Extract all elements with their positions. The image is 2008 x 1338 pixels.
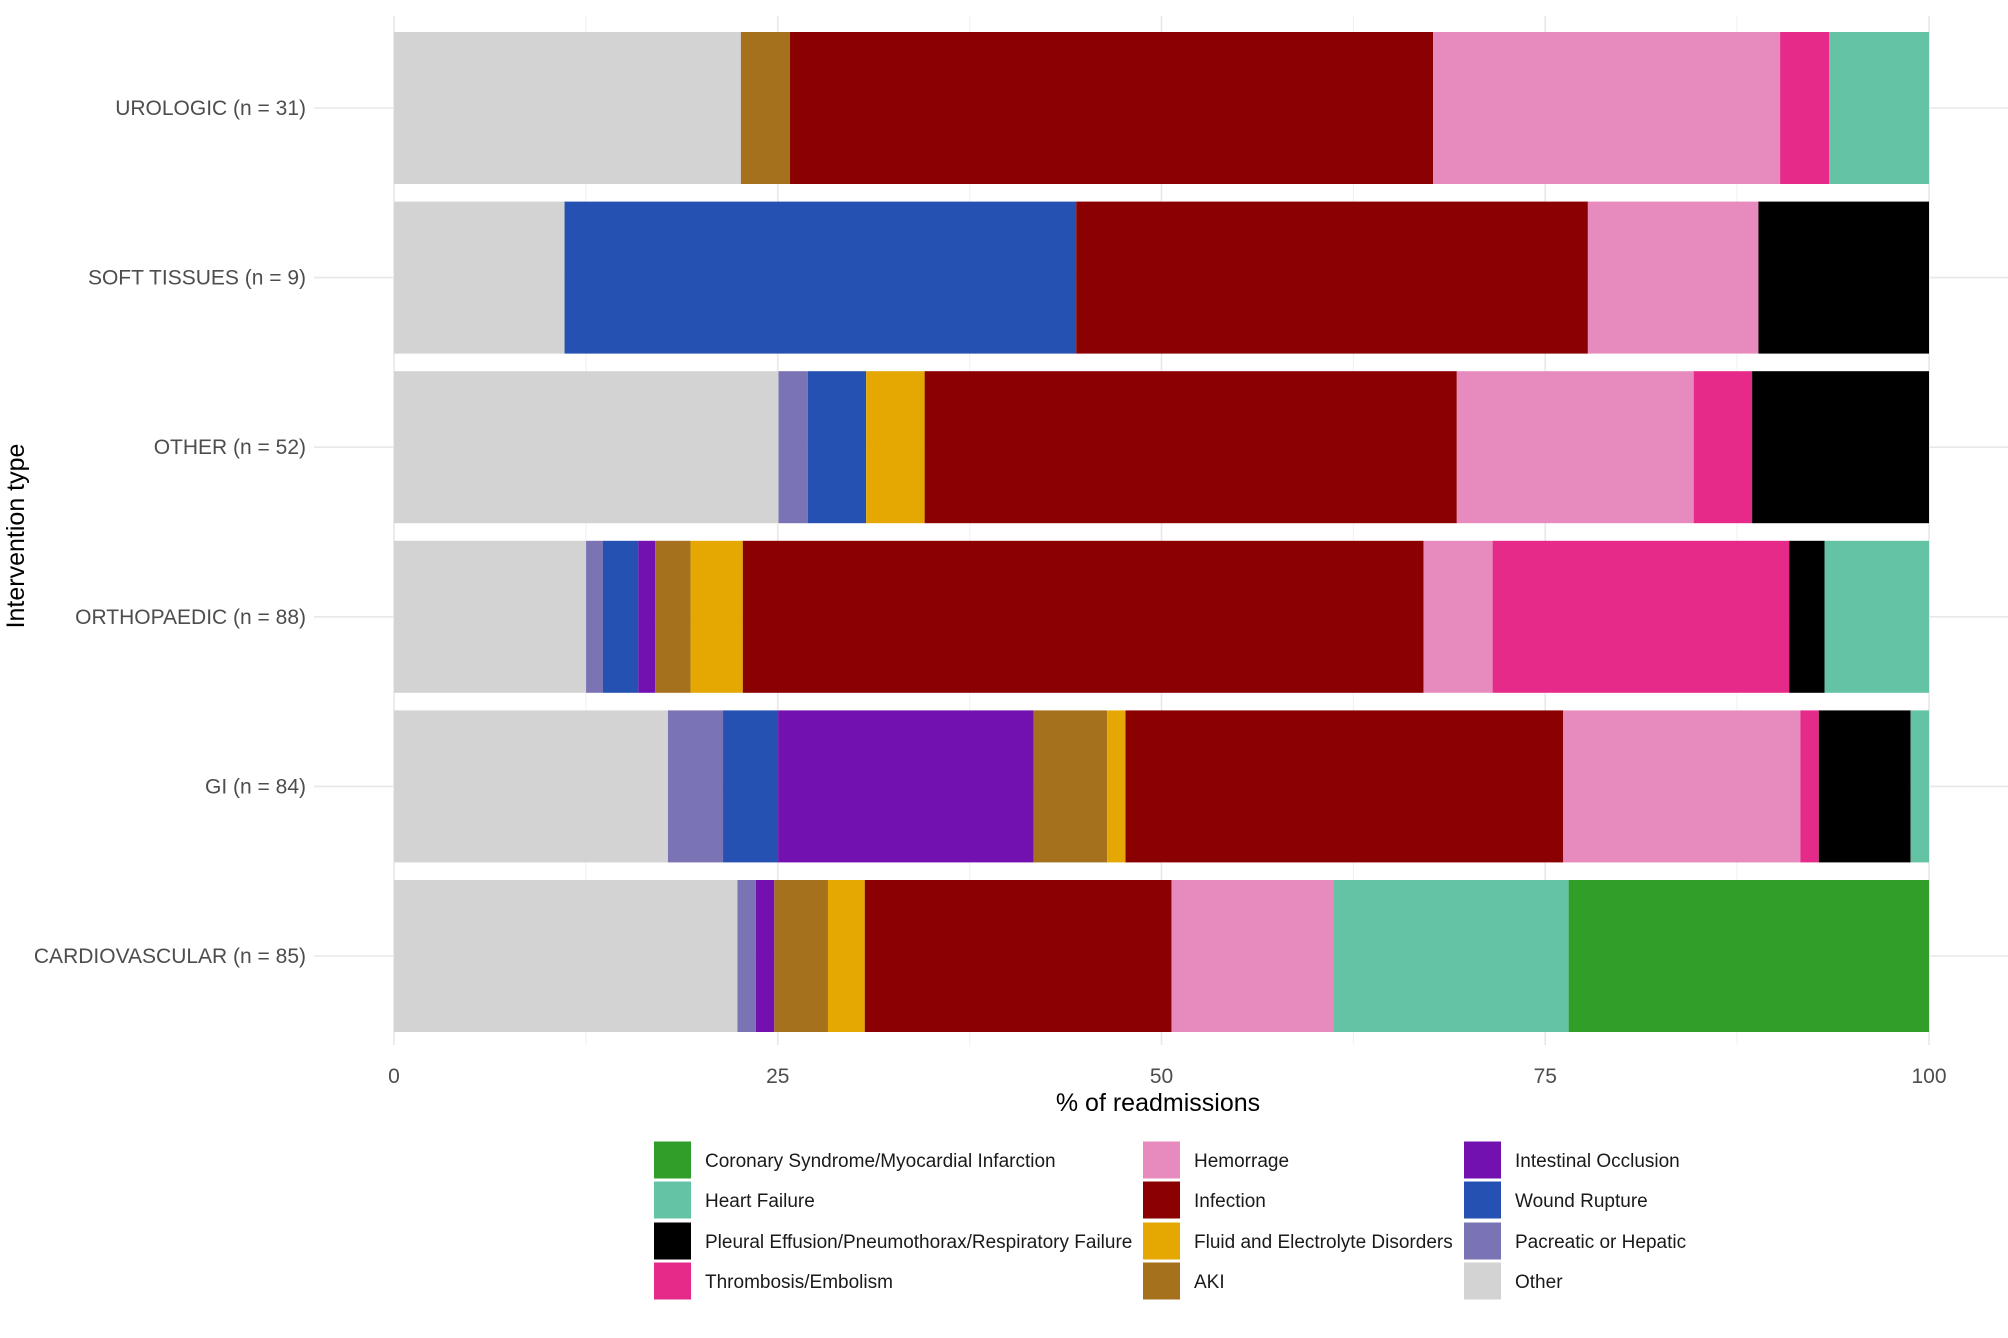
legend-swatch-heart-failure: [654, 1181, 691, 1219]
x-axis-title: % of readmissions: [1056, 1089, 1260, 1117]
legend-swatch-wound-rupture: [1464, 1181, 1501, 1219]
y-tick-label: UROLOGIC (n = 31): [115, 97, 306, 120]
bar-segment-aki: [655, 540, 691, 693]
x-tick-label: 50: [1150, 1065, 1173, 1088]
bar-segment-aki: [774, 880, 828, 1032]
bar-segment-other: [394, 201, 565, 354]
bar-segment-intestinal-occlusion: [755, 880, 775, 1032]
bar-segment-pacreatic-or-hepatic: [778, 371, 808, 524]
bar-segment-heart-failure: [1334, 880, 1569, 1032]
x-tick-label: 100: [1911, 1065, 1946, 1088]
bar-segment-fluid-and-electrolyte-disorders: [827, 880, 865, 1032]
bar-segment-heart-failure: [1910, 710, 1929, 863]
y-tick-label: CARDIOVASCULAR (n = 85): [34, 945, 306, 968]
bar-segment-pleural-effusion-pneumothorax-respiratory-failure: [1758, 201, 1929, 354]
bar-segment-pleural-effusion-pneumothorax-respiratory-failure: [1752, 371, 1929, 524]
bar-segment-other: [394, 32, 741, 184]
y-tick-label: SOFT TISSUES (n = 9): [88, 267, 306, 290]
legend-swatch-pleural-effusion-pneumothorax-respiratory-failure: [654, 1222, 691, 1260]
bar-segment-infection: [864, 880, 1172, 1032]
bar-segment-wound-rupture: [564, 201, 1077, 354]
bar-segment-aki: [740, 32, 791, 184]
bar-segment-intestinal-occlusion: [638, 540, 656, 693]
legend-label: AKI: [1194, 1272, 1225, 1293]
x-tick-label: 25: [766, 1065, 789, 1088]
legend-swatch-hemorrage: [1143, 1141, 1180, 1179]
bar-segment-hemorrage: [1423, 540, 1493, 693]
bar-segment-coronary-syndrome-myocardial-infarction: [1568, 880, 1929, 1032]
bar-segment-thrombosis-embolism: [1492, 540, 1790, 693]
bar-segment-other: [394, 880, 738, 1032]
bar-segment-other: [394, 371, 779, 524]
y-tick-label: ORTHOPAEDIC (n = 88): [75, 606, 306, 629]
x-axis-tick-labels: 0 25 50 75 100: [388, 1065, 1946, 1088]
bar-segment-wound-rupture: [602, 540, 639, 693]
y-axis-tick-labels: UROLOGIC (n = 31) SOFT TISSUES (n = 9) OTH…: [34, 97, 306, 968]
bar-segments: [394, 32, 1929, 1032]
bar-segment-pleural-effusion-pneumothorax-respiratory-failure: [1818, 710, 1911, 863]
legend-swatch-thrombosis-embolism: [654, 1262, 691, 1300]
legend-label: Pleural Effusion/Pneumothorax/Respirator…: [705, 1232, 1132, 1253]
bar-segment-thrombosis-embolism: [1780, 32, 1830, 184]
bar-segment-infection: [1125, 710, 1564, 863]
bar-segment-infection: [1076, 201, 1588, 354]
bar-segment-hemorrage: [1587, 201, 1759, 354]
legend-swatch-aki: [1143, 1262, 1180, 1300]
bar-segment-heart-failure: [1824, 540, 1929, 693]
bar-segment-infection: [924, 371, 1457, 524]
bar-segment-pleural-effusion-pneumothorax-respiratory-failure: [1789, 540, 1825, 693]
bar-segment-thrombosis-embolism: [1800, 710, 1819, 863]
legend-swatch-fluid-and-electrolyte-disorders: [1143, 1222, 1180, 1260]
bar-segment-hemorrage: [1433, 32, 1781, 184]
legend: Coronary Syndrome/Myocardial Infarction H…: [654, 1141, 1686, 1300]
bar-segment-hemorrage: [1171, 880, 1335, 1032]
bar-segment-infection: [790, 32, 1434, 184]
bar-segment-wound-rupture: [723, 710, 779, 863]
bar-segment-other: [394, 710, 668, 863]
bar-segment-hemorrage: [1456, 371, 1694, 524]
x-tick-label: 75: [1534, 1065, 1557, 1088]
legend-label: Fluid and Electrolyte Disorders: [1194, 1232, 1453, 1253]
bar-segment-thrombosis-embolism: [1693, 371, 1753, 524]
legend-label: Pacreatic or Hepatic: [1515, 1232, 1686, 1253]
legend-swatch-intestinal-occlusion: [1464, 1141, 1501, 1179]
legend-label: Other: [1515, 1272, 1563, 1293]
legend-label: Coronary Syndrome/Myocardial Infarction: [705, 1151, 1056, 1172]
bar-segment-aki: [1033, 710, 1108, 863]
legend-swatch-coronary-syndrome-myocardial-infarction: [654, 1141, 691, 1179]
bar-segment-fluid-and-electrolyte-disorders: [866, 371, 925, 524]
bar-segment-wound-rupture: [807, 371, 867, 524]
y-axis-title: Intervention type: [2, 444, 30, 629]
legend-swatch-other: [1464, 1262, 1501, 1300]
legend-label: Hemorrage: [1194, 1151, 1289, 1172]
bar-segment-fluid-and-electrolyte-disorders: [1107, 710, 1126, 863]
bar-segment-pacreatic-or-hepatic: [737, 880, 756, 1032]
y-tick-label: GI (n = 84): [205, 775, 306, 798]
legend-label: Intestinal Occlusion: [1515, 1151, 1680, 1172]
legend-label: Thrombosis/Embolism: [705, 1272, 893, 1293]
legend-label: Heart Failure: [705, 1191, 815, 1212]
legend-label: Wound Rupture: [1515, 1191, 1648, 1212]
x-tick-label: 0: [388, 1065, 400, 1088]
bar-segment-pacreatic-or-hepatic: [586, 540, 603, 693]
bar-segment-intestinal-occlusion: [778, 710, 1034, 863]
bar-segment-infection: [742, 540, 1424, 693]
bar-segment-fluid-and-electrolyte-disorders: [690, 540, 743, 693]
bar-segment-other: [394, 540, 587, 693]
legend-swatch-infection: [1143, 1181, 1180, 1219]
legend-swatch-pacreatic-or-hepatic: [1464, 1222, 1501, 1260]
y-tick-label: OTHER (n = 52): [154, 436, 306, 459]
bar-segment-pacreatic-or-hepatic: [667, 710, 724, 863]
bar-segment-hemorrage: [1563, 710, 1801, 863]
bar-segment-heart-failure: [1829, 32, 1929, 184]
legend-label: Infection: [1194, 1191, 1266, 1212]
